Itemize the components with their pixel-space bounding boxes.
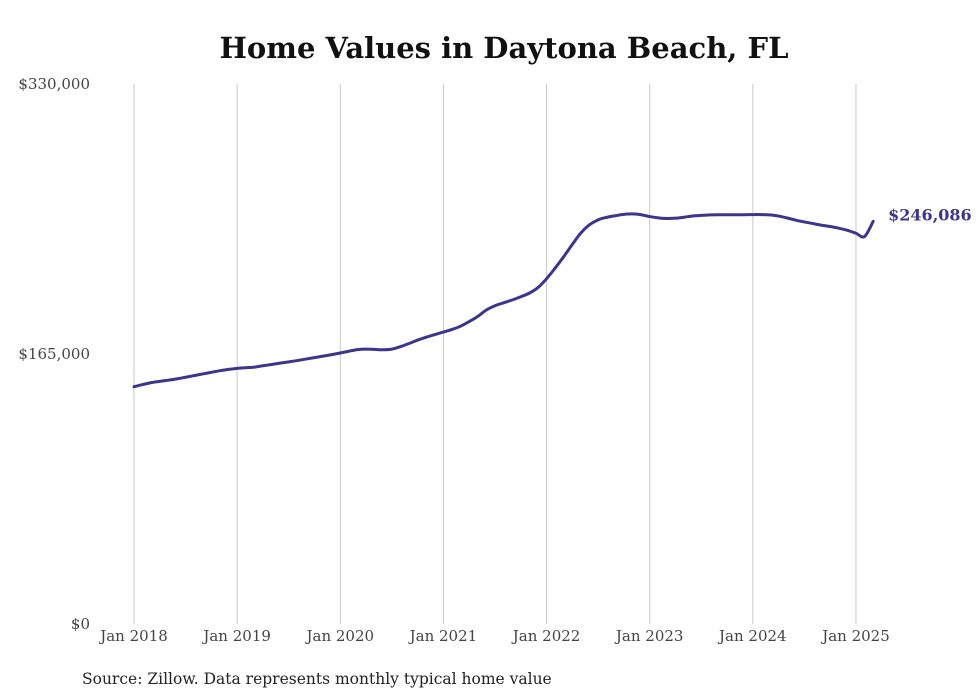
y-tick-label: $0 — [71, 615, 90, 633]
x-tick-label: Jan 2020 — [304, 627, 374, 645]
x-tick-label: Jan 2025 — [820, 627, 890, 645]
latest-value-label: $246,086 — [888, 205, 972, 224]
x-tick-label: Jan 2024 — [717, 627, 787, 645]
x-tick-label: Jan 2019 — [201, 627, 271, 645]
y-tick-label: $165,000 — [18, 345, 90, 363]
x-tick-label: Jan 2018 — [98, 627, 168, 645]
x-tick-label: Jan 2022 — [511, 627, 581, 645]
gridlines — [133, 84, 857, 624]
home-value-line — [132, 212, 875, 389]
source-note: Source: Zillow. Data represents monthly … — [82, 670, 552, 688]
y-tick-label: $330,000 — [18, 75, 90, 93]
chart-title: Home Values in Daytona Beach, FL — [220, 31, 789, 65]
x-tick-label: Jan 2023 — [614, 627, 684, 645]
y-axis-ticks: $0 $165,000 $330,000 — [18, 75, 90, 633]
x-axis-ticks: Jan 2018 Jan 2019 Jan 2020 Jan 2021 Jan 2022… — [98, 627, 890, 645]
x-tick-label: Jan 2021 — [408, 627, 478, 645]
